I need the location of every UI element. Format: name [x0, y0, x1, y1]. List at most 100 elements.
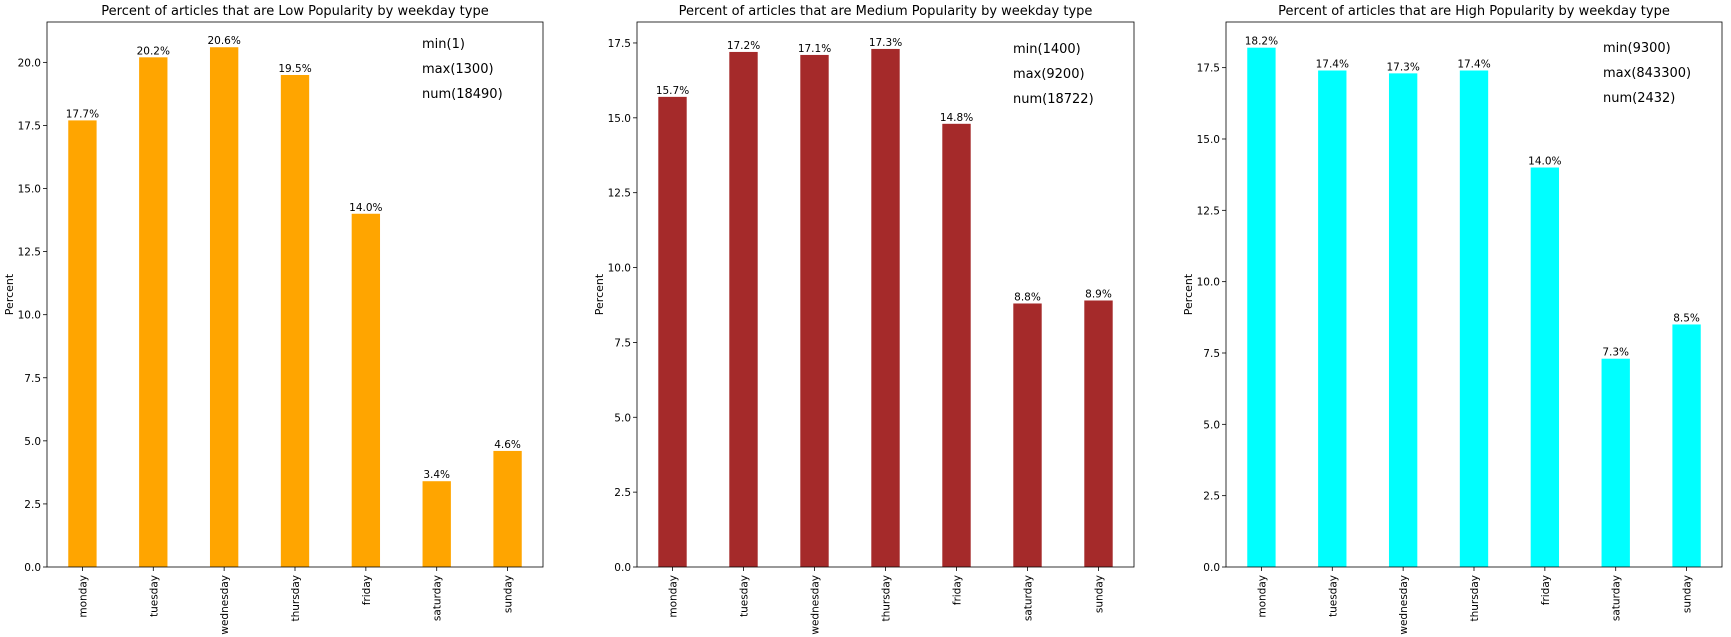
x-tick-label: friday [361, 575, 373, 605]
y-axis-label: Percent [3, 273, 16, 315]
bar-monday [658, 96, 687, 567]
data-label: 17.1% [798, 43, 831, 55]
x-tick-label: monday [77, 575, 89, 618]
x-tick-label: tuesday [1327, 575, 1339, 617]
bar-friday [1530, 167, 1560, 567]
data-label: 17.4% [1457, 59, 1490, 71]
x-tick-label: friday [952, 575, 964, 605]
x-tick-label: thursday [290, 575, 302, 622]
bar-friday [942, 123, 971, 568]
y-tick-label: 10.0 [1197, 277, 1220, 289]
y-tick-label: 0.0 [614, 562, 631, 574]
bar-sunday [493, 450, 522, 567]
x-tick-label: thursday [1469, 575, 1481, 622]
data-label: 17.7% [66, 108, 99, 120]
bar-monday [1247, 47, 1276, 568]
bar-sunday [1672, 324, 1701, 567]
bar-monday [68, 120, 97, 568]
chart-title: Percent of articles that are High Popula… [1278, 4, 1670, 19]
data-label: 17.4% [1316, 59, 1349, 71]
x-tick-label: saturday [1611, 575, 1623, 621]
y-tick-label: 7.5 [1203, 348, 1220, 360]
y-tick-label: 7.5 [614, 337, 631, 349]
annotation-text: num(18722) [1013, 92, 1094, 107]
annotation-text: max(1300) [422, 62, 494, 77]
bar-wednesday [800, 54, 829, 567]
y-tick-label: 10.0 [608, 263, 631, 275]
y-tick-label: 20.0 [18, 57, 41, 69]
x-tick-label: monday [1256, 575, 1268, 618]
bar-wednesday [1388, 73, 1418, 567]
annotation-text: min(1400) [1013, 42, 1081, 57]
data-label: 8.5% [1673, 312, 1700, 324]
data-label: 17.3% [869, 37, 902, 49]
x-tick-label: wednesday [219, 575, 231, 635]
y-axis-label: Percent [1182, 273, 1195, 315]
annotation-text: min(9300) [1603, 41, 1671, 56]
data-label: 19.5% [278, 63, 311, 75]
data-label: 8.9% [1085, 288, 1112, 300]
data-label: 4.6% [494, 439, 521, 451]
y-tick-label: 0.0 [24, 562, 41, 574]
y-tick-label: 12.5 [18, 247, 41, 259]
x-tick-label: tuesday [148, 575, 160, 617]
bar-sunday [1084, 300, 1113, 567]
x-tick-label: saturday [1023, 575, 1035, 621]
x-tick-label: sunday [503, 575, 515, 613]
data-label: 20.6% [207, 35, 240, 47]
bar-thursday [871, 48, 900, 567]
y-tick-label: 2.5 [24, 499, 41, 511]
y-tick-label: 17.5 [18, 120, 41, 132]
y-tick-label: 0.0 [1203, 562, 1220, 574]
data-label: 17.3% [1386, 61, 1419, 73]
y-tick-label: 5.0 [614, 412, 631, 424]
y-tick-label: 17.5 [608, 38, 631, 50]
data-label: 3.4% [423, 469, 450, 481]
annotation-text: min(1) [422, 37, 465, 52]
x-tick-label: friday [1540, 575, 1552, 605]
y-tick-label: 12.5 [608, 188, 631, 200]
y-tick-label: 2.5 [614, 487, 631, 499]
x-tick-label: wednesday [1398, 575, 1410, 635]
y-tick-label: 2.5 [1203, 491, 1220, 503]
y-axis-label: Percent [593, 273, 606, 315]
axes-frame [46, 21, 544, 568]
data-label: 15.7% [656, 85, 689, 97]
bar-wednesday [209, 47, 239, 567]
data-label: 14.8% [940, 112, 973, 124]
y-tick-label: 15.0 [1197, 134, 1220, 146]
bar-tuesday [139, 57, 168, 568]
data-label: 18.2% [1245, 36, 1278, 48]
y-tick-label: 5.0 [24, 436, 41, 448]
axes-frame [1225, 21, 1723, 568]
y-tick-label: 5.0 [1203, 419, 1220, 431]
y-tick-label: 15.0 [18, 184, 41, 196]
bar-thursday [1459, 70, 1489, 568]
axes-frame [636, 21, 1135, 568]
chart-panel-3: Percent of articles that are High Popula… [1182, 4, 1723, 635]
x-tick-label: sunday [1094, 575, 1106, 613]
chart-panel-1: Percent of articles that are Low Popular… [3, 4, 544, 635]
data-label: 14.0% [1528, 156, 1561, 168]
data-label: 17.2% [727, 40, 760, 52]
bar-thursday [280, 74, 310, 567]
data-label: 14.0% [349, 202, 382, 214]
bar-saturday [1013, 303, 1042, 567]
x-tick-label: wednesday [810, 575, 822, 635]
annotation-text: max(9200) [1013, 67, 1085, 82]
y-tick-label: 15.0 [608, 113, 631, 125]
annotation-text: num(18490) [422, 87, 503, 102]
bar-tuesday [1318, 70, 1347, 568]
annotation-text: max(843300) [1603, 66, 1691, 81]
chart-title: Percent of articles that are Low Popular… [101, 4, 488, 19]
y-tick-label: 12.5 [1197, 205, 1220, 217]
chart-panel-2: Percent of articles that are Medium Popu… [593, 4, 1135, 635]
data-label: 8.8% [1014, 291, 1041, 303]
x-tick-label: monday [668, 575, 680, 618]
x-tick-label: sunday [1682, 575, 1694, 613]
x-tick-label: saturday [432, 575, 444, 621]
chart-title: Percent of articles that are Medium Popu… [679, 4, 1093, 19]
bar-tuesday [729, 51, 758, 567]
y-tick-label: 17.5 [1197, 63, 1220, 75]
